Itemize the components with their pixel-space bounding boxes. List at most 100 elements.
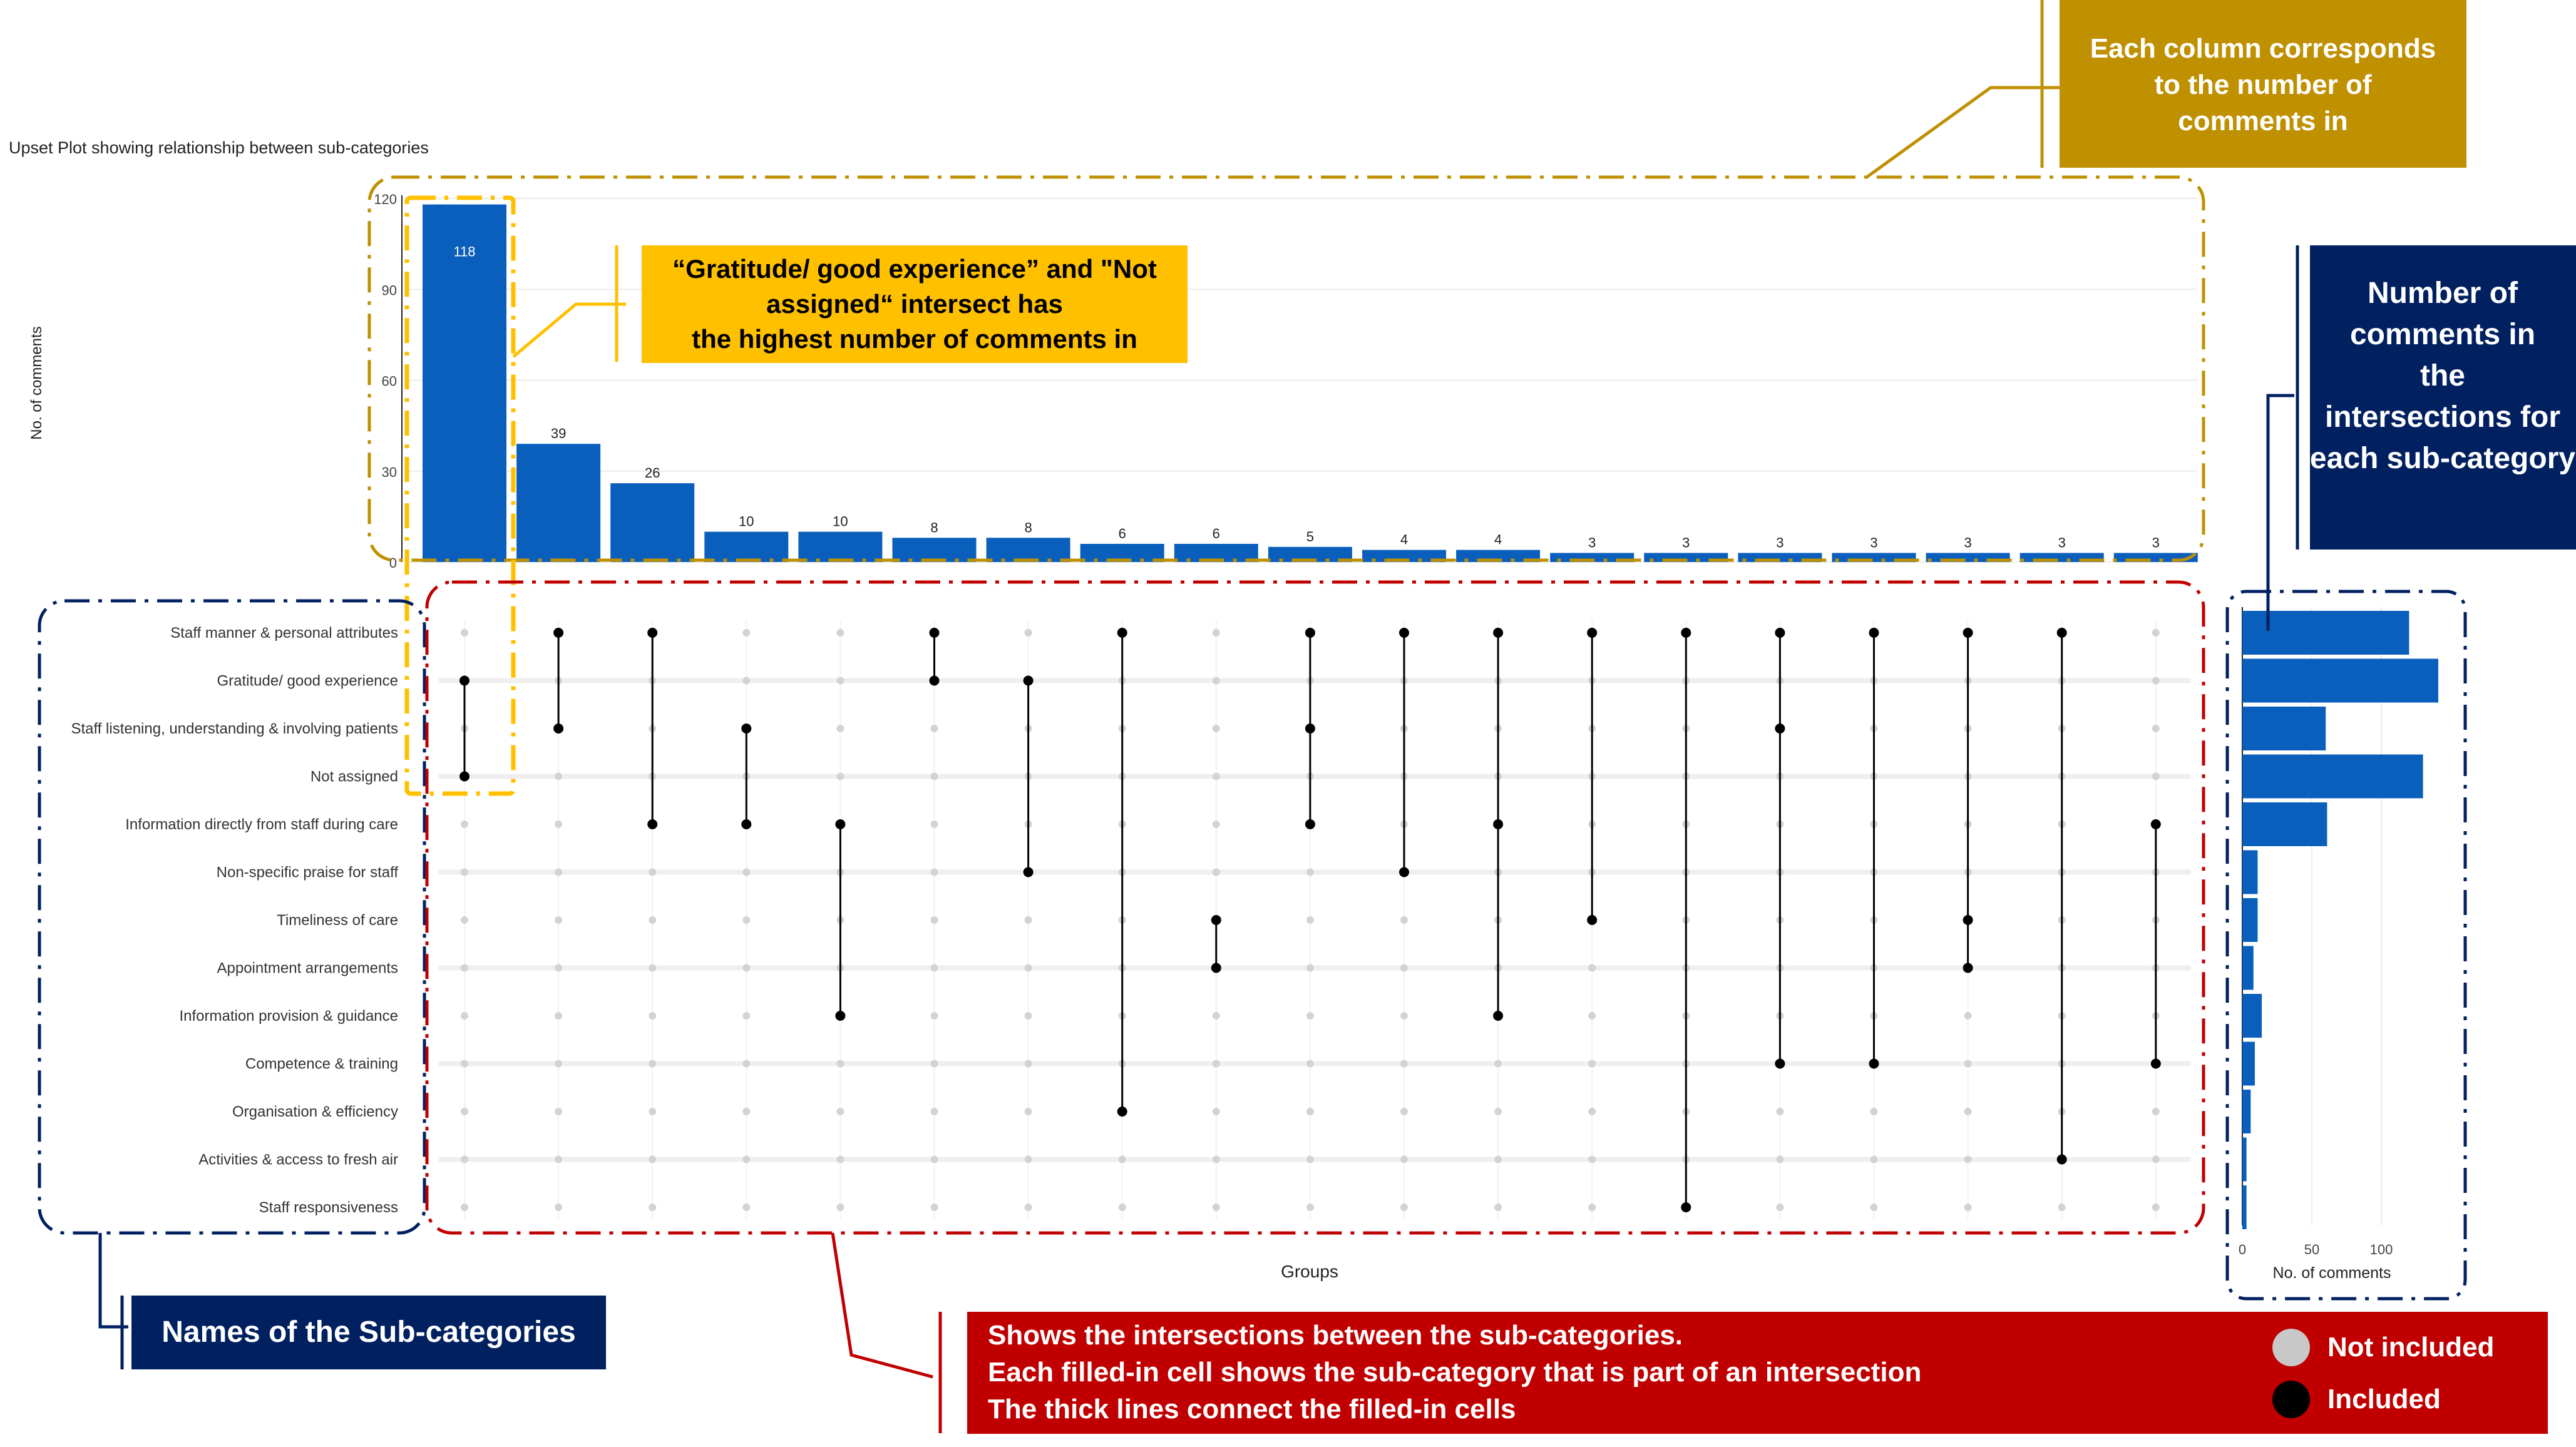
set-label: Competence & training	[245, 1056, 398, 1073]
matrix-dot-excluded	[1118, 1155, 1126, 1163]
matrix-dot-excluded	[930, 1155, 938, 1163]
matrix-dot-excluded	[1494, 1204, 1502, 1211]
y-tick-label: 60	[382, 374, 397, 389]
matrix-dot-included	[1775, 628, 1785, 638]
matrix-dot-included	[1493, 819, 1504, 829]
bar-value-label: 4	[1400, 532, 1408, 548]
intersection-bar	[423, 204, 506, 562]
matrix-dot-excluded	[649, 964, 657, 972]
matrix-dot-excluded	[555, 821, 563, 828]
matrix-dot-excluded	[836, 725, 844, 732]
set-size-axis-label: No. of comments	[2273, 1264, 2391, 1282]
matrix-dot-included	[1587, 915, 1598, 925]
matrix-dot-excluded	[1494, 1060, 1502, 1068]
matrix-dot-excluded	[1588, 1155, 1596, 1163]
matrix-dot-excluded	[1400, 916, 1408, 924]
matrix-row-stripe	[438, 869, 2191, 875]
matrix-dot-excluded	[1494, 1155, 1502, 1163]
set-label: Staff listening, understanding & involvi…	[71, 720, 398, 737]
bar-value-label: 3	[1964, 534, 1971, 550]
matrix-dot-excluded	[1964, 1108, 1972, 1115]
matrix-dot-excluded	[836, 1108, 844, 1115]
matrix-dot-included	[1681, 1202, 1691, 1212]
callout-navy-left-text: Names of the Sub-categories	[162, 1316, 576, 1349]
matrix-dot-excluded	[1212, 1204, 1220, 1211]
set-size-ticks: 0 50 100	[2239, 1242, 2393, 1257]
matrix-dot-included	[1305, 724, 1315, 734]
matrix-dot-excluded	[2152, 725, 2160, 732]
top-chart-frame	[367, 175, 2205, 562]
leader-navy-left	[98, 1233, 128, 1329]
matrix-dot-included	[1211, 915, 1221, 925]
callout-yellow-text: “Gratitude/ good experience” and "Not ass…	[672, 254, 1157, 354]
matrix-dot-excluded	[461, 916, 468, 924]
bar-value-label: 8	[1024, 519, 1032, 535]
set-size-bar	[2242, 898, 2258, 942]
matrix-dot-excluded	[742, 1204, 751, 1211]
matrix-dot-excluded	[1212, 772, 1220, 780]
y-tick-label: 90	[382, 282, 397, 298]
matrix-dot-excluded	[1588, 1012, 1596, 1020]
set-size-tick-label: 100	[2370, 1242, 2393, 1257]
highest-bar-highlight	[404, 195, 516, 796]
matrix-dot-included	[1023, 675, 1034, 686]
matrix-dot-excluded	[1306, 1108, 1314, 1115]
matrix-dot-excluded	[1964, 1155, 1972, 1163]
matrix-dot-excluded	[649, 1155, 657, 1163]
matrix-dot-included	[1587, 628, 1598, 638]
matrix-dot-excluded	[930, 1204, 938, 1211]
chart-title: Upset Plot showing relationship between …	[9, 138, 429, 157]
set-names-frame	[38, 599, 426, 1235]
matrix-dot-included	[2056, 1154, 2067, 1165]
matrix-dot-excluded	[1400, 1108, 1408, 1115]
matrix-dot-excluded	[649, 1204, 657, 1211]
bar-value-label: 8	[930, 519, 938, 535]
bar-value-label: 5	[1306, 529, 1314, 545]
y-axis-label: No. of comments	[28, 326, 45, 439]
matrix-dot-excluded	[461, 1204, 468, 1211]
matrix-dot-excluded	[461, 821, 468, 828]
matrix-dot-excluded	[2058, 1204, 2066, 1211]
matrix-dot-excluded	[1024, 1060, 1032, 1068]
matrix-dot-excluded	[1024, 916, 1032, 924]
matrix-dot-excluded	[2152, 1155, 2160, 1163]
matrix-dots	[459, 628, 2161, 1212]
leader-gold	[1865, 86, 2060, 179]
set-label: Staff manner & personal attributes	[170, 625, 398, 642]
matrix-dot-excluded	[2152, 677, 2160, 685]
matrix-dot-included	[929, 675, 940, 686]
matrix-dot-excluded	[836, 677, 844, 685]
matrix-dot-excluded	[1306, 916, 1314, 924]
matrix-dot-included	[647, 819, 658, 829]
matrix-dot-included	[1963, 628, 1973, 638]
matrix-dot-excluded	[1212, 1012, 1220, 1020]
matrix-dot-excluded	[930, 916, 938, 924]
set-label: Information directly from staff during c…	[125, 816, 398, 833]
matrix-dot-included	[1681, 628, 1691, 638]
set-size-frame	[2225, 590, 2467, 1301]
matrix-dot-excluded	[461, 1012, 468, 1020]
top-bar-chart: 0 30 60 90 120 No. of comments 118 39 26 10 10 8 8…	[28, 192, 2198, 571]
matrix-dot-excluded	[930, 772, 938, 780]
matrix-dot-included	[741, 819, 752, 829]
y-tick-labels: 0 30 60 90 120	[374, 192, 397, 571]
matrix-dot-excluded	[930, 1108, 938, 1115]
y-tick-label: 120	[374, 192, 397, 207]
callout-red-line1: Shows the intersections between the sub-…	[988, 1320, 1683, 1351]
matrix-row-stripe	[438, 965, 2191, 971]
legend-not-included-label: Not included	[2327, 1332, 2494, 1363]
bar-value-label: 3	[2058, 534, 2066, 550]
set-size-bar	[2242, 1185, 2247, 1229]
matrix-dot-excluded	[1776, 1204, 1784, 1211]
matrix-dot-excluded	[1400, 1204, 1408, 1211]
matrix-dot-included	[1399, 628, 1409, 638]
matrix-dot-included	[1023, 867, 1034, 877]
set-label: Non-specific praise for staff	[217, 864, 399, 881]
set-label: Timeliness of care	[277, 912, 398, 929]
matrix-dot-excluded	[1306, 868, 1314, 876]
matrix-dot-excluded	[461, 1108, 468, 1115]
bar-value-label: 3	[1682, 534, 1690, 550]
matrix-dot-excluded	[1776, 1155, 1784, 1163]
set-size-bars	[2242, 611, 2439, 1229]
matrix-dot-excluded	[555, 1204, 563, 1211]
